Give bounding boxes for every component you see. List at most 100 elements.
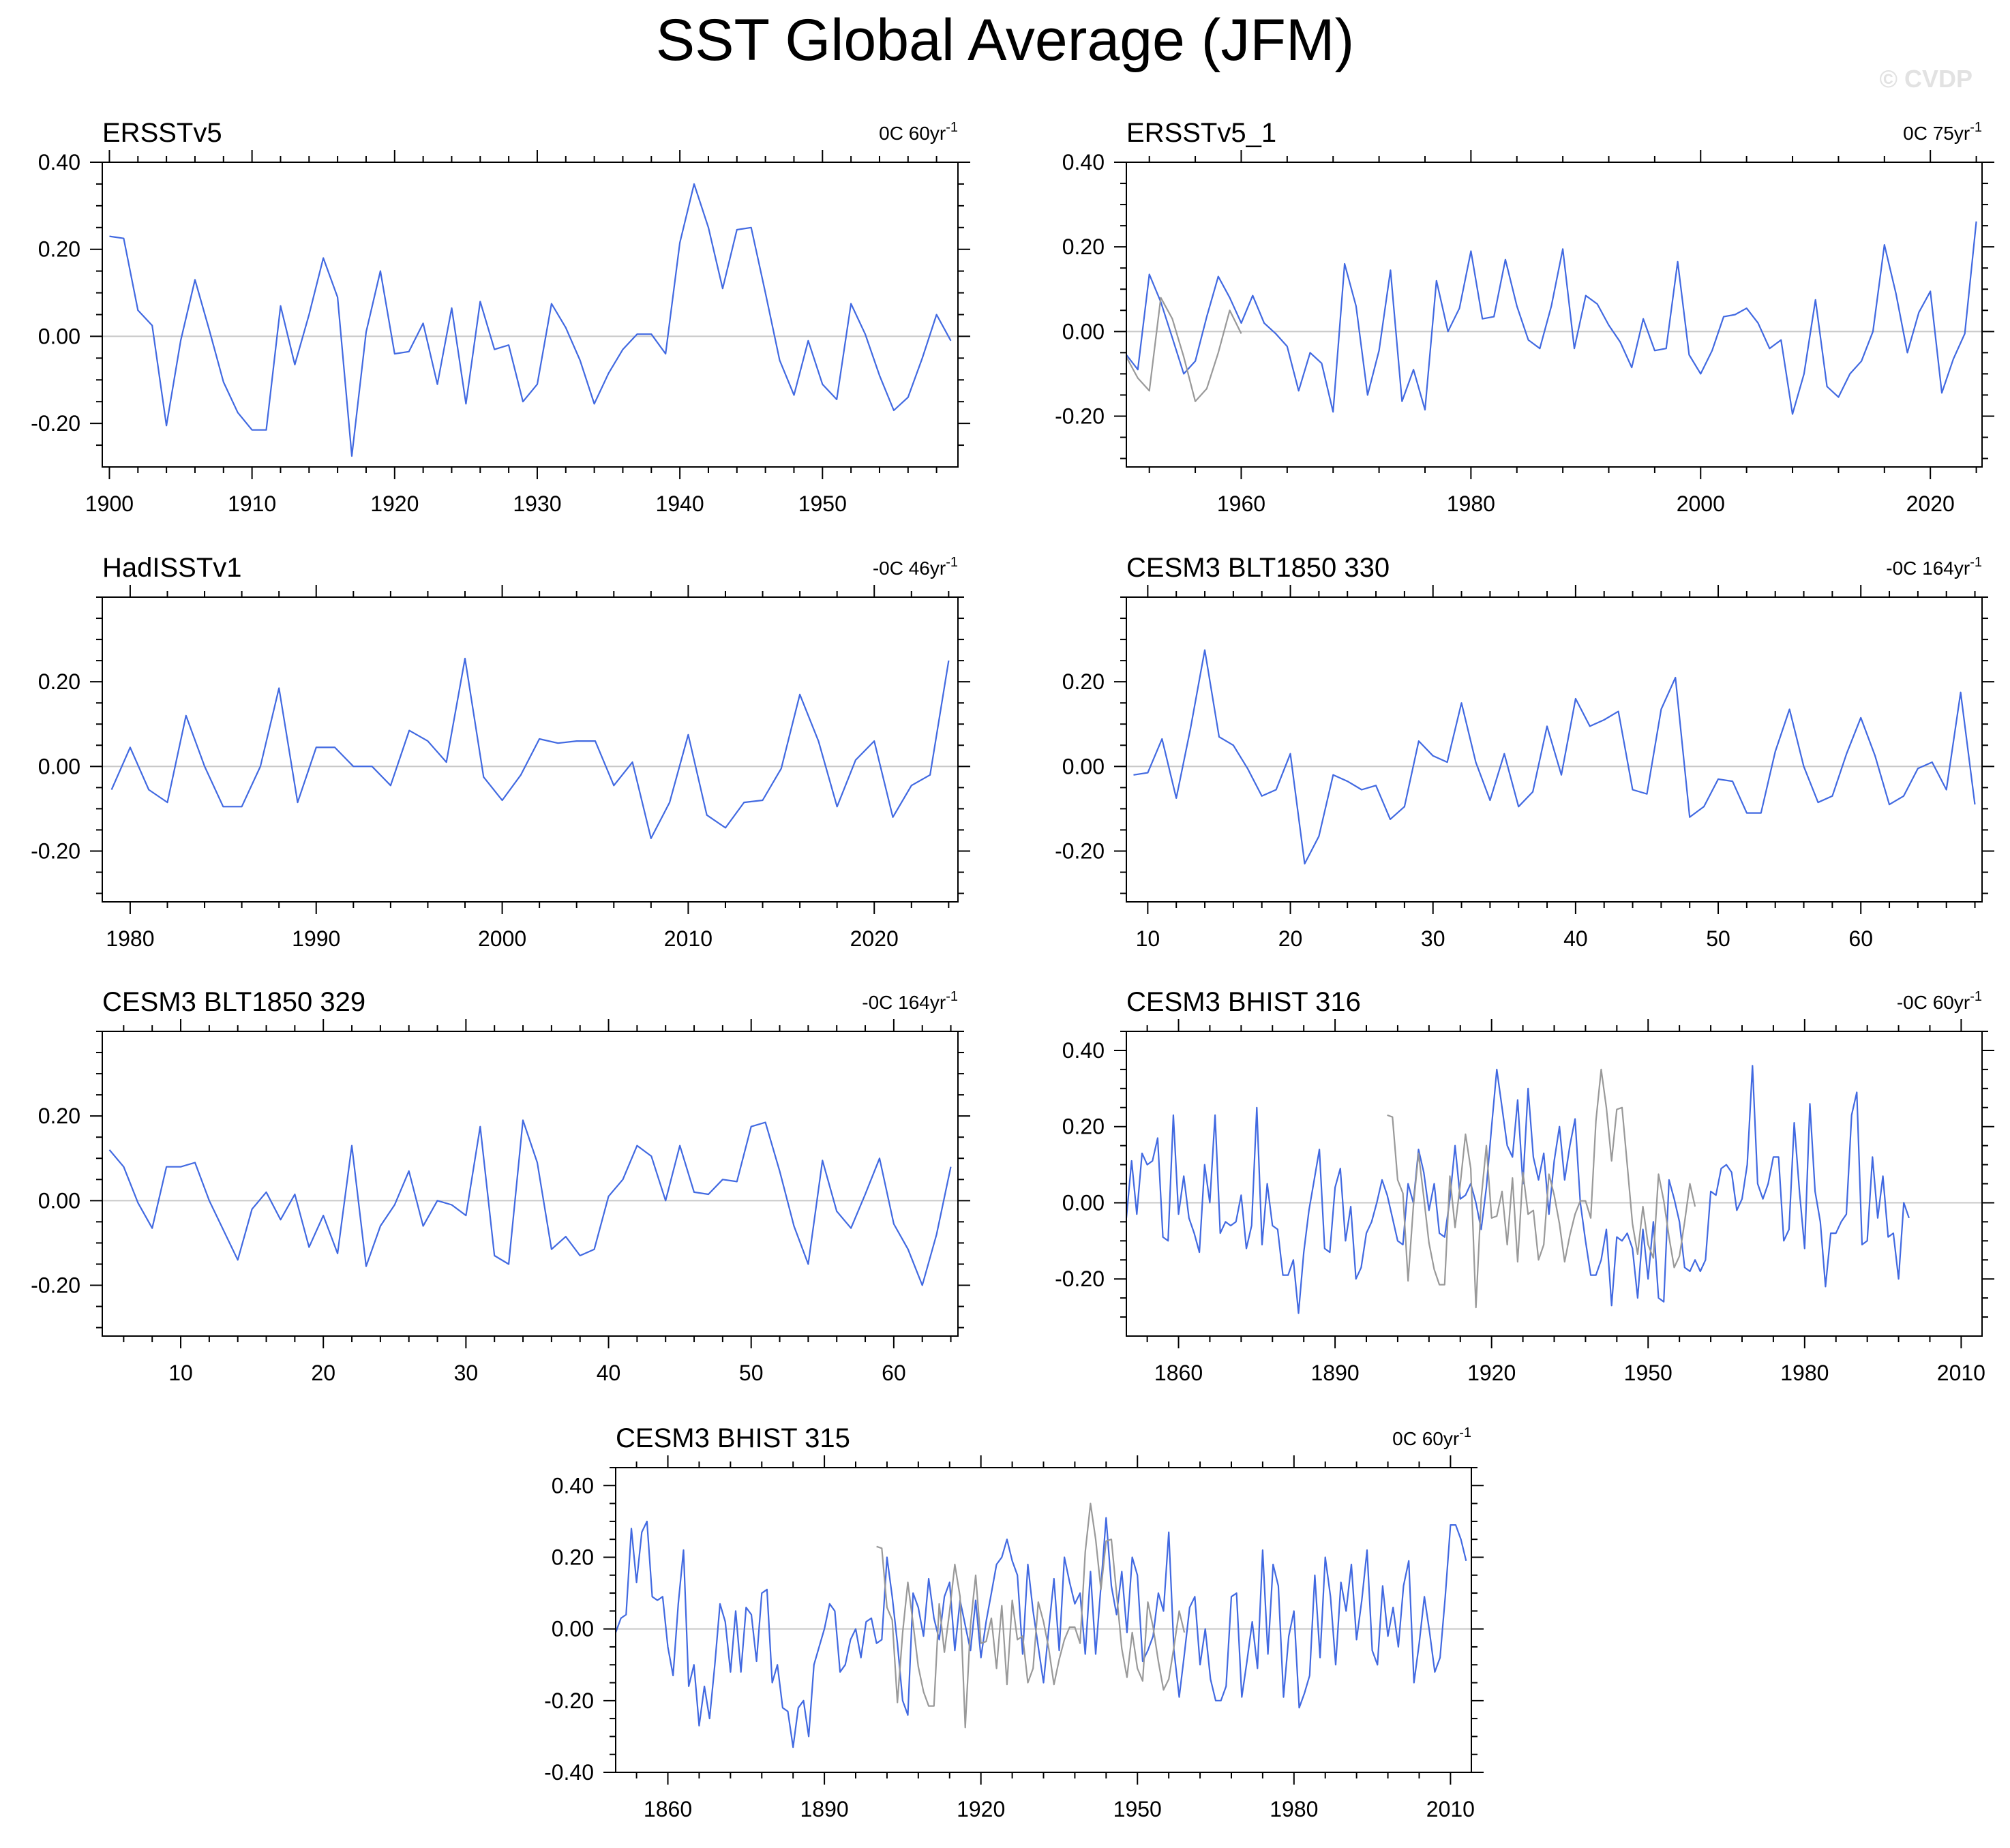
trend-annotation: -0C 60yr-1 [1897, 989, 1982, 1013]
x-tick-label: 10 [1136, 926, 1160, 951]
x-tick-label: 1980 [1270, 1797, 1318, 1821]
x-tick-label: 1860 [1154, 1361, 1203, 1385]
plot-frame [102, 1031, 959, 1337]
panel-7: 1860 1890 1920 1950 1980 2010 -0.40 -0.20 0.00 0.… [544, 1423, 1484, 1821]
x-tick-label: 1890 [800, 1797, 849, 1821]
x-tick-label: 2000 [1677, 491, 1725, 516]
plot-frame [102, 162, 959, 468]
reference-series-line [1126, 297, 1242, 402]
series-line [1126, 221, 1977, 415]
y-tick-label: 0.00 [38, 754, 80, 778]
x-tick-label: 1980 [1447, 491, 1495, 516]
trend-value: 0C 60yr [879, 123, 946, 144]
plot-frame [102, 596, 959, 903]
y-tick-label: 0.00 [38, 324, 80, 348]
x-tick-label: 50 [739, 1361, 764, 1385]
series-line [109, 183, 952, 457]
plot-frame [1126, 596, 1983, 903]
x-tick-label: 1980 [106, 926, 154, 951]
trend-exponent: -1 [1970, 120, 1982, 135]
panel-2: 1960 1980 2000 2020 -0.20 0.00 0.20 0.40 ERSSTv5… [1055, 118, 1994, 516]
trend-exponent: -1 [946, 120, 958, 135]
plot-frame [1126, 162, 1983, 468]
x-tick-label: 1980 [1780, 1361, 1829, 1385]
y-tick-label: 0.20 [38, 237, 80, 262]
y-tick-label: 0.00 [552, 1617, 594, 1641]
y-tick-label: -0.20 [31, 839, 80, 864]
x-tick-label: 1950 [798, 491, 847, 516]
panel-title: ERSSTv5_1 [1126, 118, 1276, 148]
figure-title: SST Global Average (JFM) [655, 7, 1355, 73]
reference-series-line [1387, 1068, 1696, 1309]
x-tick-label: 1890 [1311, 1361, 1360, 1385]
trend-exponent: -1 [946, 555, 958, 570]
y-tick-label: 0.20 [38, 1104, 80, 1128]
trend-annotation: -0C 164yr-1 [862, 989, 958, 1013]
trend-exponent: -1 [1459, 1425, 1471, 1440]
x-tick-label: 2010 [1937, 1361, 1985, 1385]
y-tick-label: 0.20 [552, 1545, 594, 1569]
y-tick-label: 0.00 [1062, 754, 1105, 778]
trend-annotation: -0C 164yr-1 [1886, 555, 1982, 579]
x-tick-label: 2010 [1426, 1797, 1475, 1821]
trend-value: -0C 60yr [1897, 992, 1970, 1013]
y-tick-label: 0.00 [1062, 319, 1105, 344]
trend-annotation: 0C 75yr-1 [1903, 120, 1982, 144]
y-tick-label: -0.20 [1055, 839, 1105, 864]
x-tick-label: 10 [168, 1361, 193, 1385]
x-tick-label: 2010 [664, 926, 712, 951]
x-tick-label: 30 [454, 1361, 479, 1385]
panel-4: 10 20 30 40 50 60 -0.20 0.00 0.20 CESM3 BLT1850 3… [1055, 553, 1994, 951]
y-tick-label: 0.40 [552, 1473, 594, 1498]
x-tick-label: 50 [1706, 926, 1730, 951]
y-tick-label: 0.00 [1062, 1190, 1105, 1215]
x-tick-label: 1860 [644, 1797, 692, 1821]
y-tick-label: -0.20 [1055, 404, 1105, 429]
x-tick-label: 40 [1563, 926, 1588, 951]
trend-exponent: -1 [946, 989, 958, 1004]
trend-annotation: 0C 60yr-1 [879, 120, 958, 144]
series-line [614, 1517, 1467, 1748]
panel-6: 1860 1890 1920 1950 1980 2010 -0.20 0.00 0.20 0.4… [1055, 987, 1994, 1385]
trend-value: 0C 60yr [1392, 1428, 1459, 1449]
y-tick-label: 0.00 [38, 1188, 80, 1213]
y-tick-label: -0.40 [544, 1760, 594, 1785]
y-tick-label: -0.20 [31, 1273, 80, 1298]
panel-3: 1980 1990 2000 2010 2020 -0.20 0.00 0.20 HadISST… [31, 553, 970, 951]
x-tick-label: 30 [1421, 926, 1445, 951]
panel-title: CESM3 BLT1850 330 [1126, 553, 1390, 583]
x-tick-label: 2020 [850, 926, 899, 951]
panel-title: CESM3 BLT1850 329 [102, 987, 365, 1017]
panel-title: CESM3 BHIST 315 [616, 1423, 850, 1453]
panel-title: HadISSTv1 [102, 553, 242, 583]
x-tick-label: 1950 [1624, 1361, 1672, 1385]
x-tick-label: 1950 [1113, 1797, 1162, 1821]
panel-title: ERSSTv5 [102, 118, 222, 148]
x-tick-label: 1960 [1217, 491, 1265, 516]
series-line [1125, 1065, 1910, 1314]
trend-exponent: -1 [1970, 989, 1982, 1004]
y-tick-label: -0.20 [31, 411, 80, 436]
x-tick-label: 2020 [1906, 491, 1955, 516]
panel-title: CESM3 BHIST 316 [1126, 987, 1361, 1017]
trend-exponent: -1 [1970, 555, 1982, 570]
y-tick-label: 0.20 [1062, 1115, 1105, 1139]
trend-value: -0C 46yr [873, 558, 946, 579]
x-tick-label: 20 [311, 1361, 335, 1385]
trend-annotation: -0C 46yr-1 [873, 555, 958, 579]
x-tick-label: 1900 [85, 491, 134, 516]
x-tick-label: 2000 [478, 926, 526, 951]
reference-series-line [876, 1502, 1186, 1729]
series-line [110, 657, 950, 840]
x-tick-label: 40 [597, 1361, 621, 1385]
panel-1: 1900 1910 1920 1930 1940 1950 -0.20 0.00 0.20 0.4… [31, 118, 970, 516]
x-tick-label: 1910 [228, 491, 276, 516]
series-line [108, 1119, 952, 1286]
trend-value: -0C 164yr [862, 992, 946, 1013]
x-tick-label: 60 [882, 1361, 906, 1385]
y-tick-label: 0.40 [1062, 150, 1105, 175]
y-tick-label: -0.20 [1055, 1267, 1105, 1291]
x-tick-label: 1930 [513, 491, 561, 516]
trend-value: -0C 164yr [1886, 558, 1970, 579]
